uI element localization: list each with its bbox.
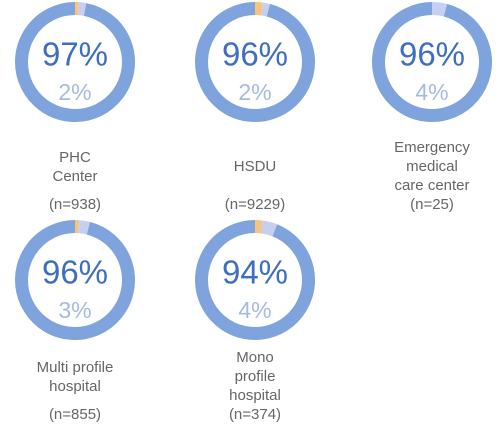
donut-segment — [431, 2, 447, 17]
donut-segment — [77, 220, 90, 235]
value-label: 96% — [399, 36, 465, 73]
value-label: 96% — [222, 36, 288, 73]
donut-title: Mono profile hospital — [216, 348, 294, 405]
donut: 96%3% — [15, 220, 135, 340]
donut-segment — [15, 220, 135, 340]
donut-title-text: Emergency medical care center — [394, 139, 470, 194]
donut-segment — [15, 2, 135, 122]
donut-title: Multi profile hospital — [36, 348, 114, 405]
donut: 96%2% — [195, 2, 315, 122]
donut-cell: 94% 4% Mono profile hospital (n=374) — [180, 0, 330, 435]
value-label: 2% — [58, 79, 91, 105]
donut-title-text: Mono profile hospital — [229, 349, 281, 404]
donut-cell: 96% 4% Emergency medical care center (n=25) — [357, 0, 499, 435]
donut-subtitle: (n=9229) — [224, 196, 286, 213]
donut-title-text: Multi profile hospital — [36, 358, 114, 395]
value-label: 94% — [222, 254, 288, 291]
value-label: 4% — [415, 79, 448, 105]
donut-segment — [372, 2, 492, 122]
donut-segment — [260, 2, 270, 17]
donut-cell: 96% 3% Multi profile hospital (n=855) — [0, 0, 150, 435]
value-label: 96% — [42, 254, 108, 291]
donut: 97%2% — [15, 2, 135, 122]
donut-title: HSDU — [216, 138, 294, 195]
value-label: 4% — [238, 297, 271, 323]
value-label: 2% — [238, 79, 271, 105]
donut-segment — [260, 220, 278, 237]
donut-segment — [77, 2, 87, 16]
donut-title: Emergency medical care center — [393, 138, 471, 195]
donut-cell: 97% 2% PHC Center (n=938) — [0, 0, 150, 435]
donut-subtitle: (n=855) — [48, 406, 102, 423]
donut-subtitle: (n=938) — [48, 196, 102, 213]
donut-segment — [195, 220, 315, 340]
donut-cell: 96% 2% HSDU (n=9229) — [180, 0, 330, 435]
donut-segment — [195, 2, 315, 122]
value-label: 97% — [42, 36, 108, 73]
donut-title: PHC Center — [36, 138, 114, 195]
donut-title-text: PHC Center — [52, 148, 98, 185]
donut-subtitle: (n=374) — [228, 406, 282, 423]
value-label: 3% — [58, 297, 91, 323]
donut: 94%4% — [195, 220, 315, 340]
donut-subtitle: (n=25) — [410, 196, 454, 213]
donut-title-text: HSDU — [233, 158, 277, 175]
donut: 96%4% — [372, 2, 492, 122]
